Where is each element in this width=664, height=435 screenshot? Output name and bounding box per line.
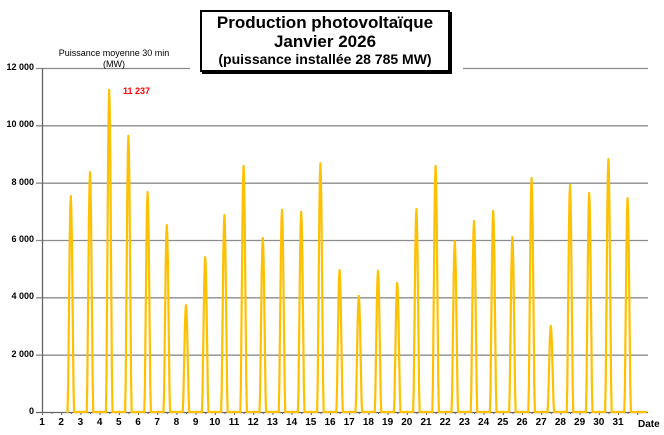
y-tick-label: 4 000: [11, 291, 34, 302]
x-tick-label: 23: [458, 417, 470, 428]
x-tick-label: 11: [228, 417, 240, 428]
x-tick-label: 5: [116, 417, 122, 428]
x-tick-label: 1: [39, 417, 45, 428]
x-tick-label: 16: [324, 417, 336, 428]
x-tick-label: 3: [77, 417, 84, 428]
pv-production-line: [66, 88, 647, 414]
x-tick-label: 28: [554, 417, 566, 428]
x-tick-label: 8: [173, 417, 180, 428]
x-tick-label: 2: [58, 417, 64, 428]
x-tick-label: 20: [401, 417, 413, 428]
x-tick-label: 17: [343, 417, 355, 428]
y-tick-label: 0: [28, 406, 34, 416]
y-axis-label-line2: (MW): [103, 59, 125, 69]
y-tick-label: 12 000: [6, 62, 34, 72]
x-tick-label: 21: [420, 417, 432, 428]
x-tick-label: 19: [382, 417, 394, 428]
chart-subtitle: Janvier 2026: [273, 32, 377, 51]
y-tick-label: 2 000: [11, 348, 34, 359]
x-tick-label: 27: [535, 417, 547, 428]
y-tick-label: 6 000: [11, 234, 34, 244]
x-tick-label: 13: [266, 417, 278, 428]
x-tick-label: 29: [574, 417, 586, 428]
x-tick-label: 4: [96, 417, 103, 428]
x-tick-label: 26: [516, 417, 528, 428]
x-tick-label: 18: [362, 417, 374, 428]
x-tick-label: 15: [305, 417, 317, 428]
y-tick-label: 10 000: [6, 119, 34, 130]
x-axis-label: Date: [638, 419, 660, 430]
axes: [41, 68, 639, 415]
x-tick-label: 24: [478, 417, 490, 428]
y-axis-label: Puissance moyenne 30 min (MW): [44, 48, 184, 70]
x-tick-label: 25: [497, 417, 509, 428]
x-tick-label: 7: [154, 417, 160, 428]
x-tick-label: 12: [247, 417, 259, 428]
y-tick-label: 8 000: [11, 176, 34, 187]
chart-title-box: Production photovoltaïque Janvier 2026 (…: [200, 10, 450, 72]
chart-title: Production photovoltaïque: [216, 13, 434, 32]
x-tick-label: 22: [439, 417, 451, 428]
x-tick-label: 6: [135, 417, 141, 428]
x-tick-label: 14: [286, 417, 298, 428]
x-tick-label: 31: [612, 417, 624, 428]
y-axis-label-line1: Puissance moyenne 30 min: [58, 48, 170, 58]
x-tick-label: 10: [209, 417, 221, 428]
x-tick-label: 9: [192, 417, 199, 428]
x-tick-label: 30: [593, 417, 605, 428]
max-value-annotation: 11 237: [123, 86, 151, 96]
chart-installed-capacity: (puissance installée 28 785 MW): [218, 51, 432, 67]
